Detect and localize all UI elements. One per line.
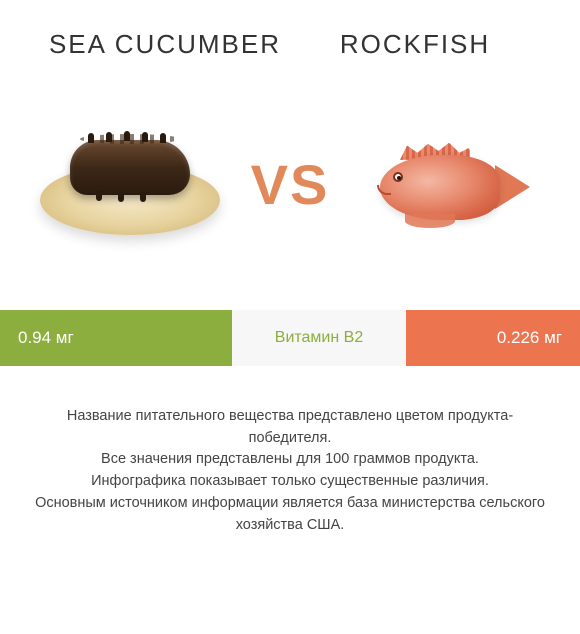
right-product-title: ROCKFISH: [290, 30, 540, 60]
sea-cucumber-icon: [40, 135, 220, 235]
header: SEA CUCUMBER ROCKFISH: [0, 0, 580, 70]
nutrient-name-label: Витамин B2: [232, 310, 406, 366]
footnote-caption: Название питательного вещества представл…: [0, 396, 580, 557]
comparison-images-row: VS: [0, 70, 580, 310]
right-value-text: 0.226 мг: [497, 328, 562, 348]
right-product-image: [350, 95, 550, 275]
left-value-text: 0.94 мг: [18, 328, 74, 348]
vs-label: VS: [251, 152, 330, 217]
nutrient-name-text: Витамин B2: [275, 329, 363, 347]
left-product-image: [30, 95, 230, 275]
left-product-title: SEA CUCUMBER: [40, 30, 290, 60]
right-value-bar: 0.226 мг: [406, 310, 580, 366]
left-value-bar: 0.94 мг: [0, 310, 232, 366]
rockfish-icon: [365, 130, 535, 240]
nutrient-bar-row: 0.94 мг Витамин B2 0.226 мг: [0, 310, 580, 366]
